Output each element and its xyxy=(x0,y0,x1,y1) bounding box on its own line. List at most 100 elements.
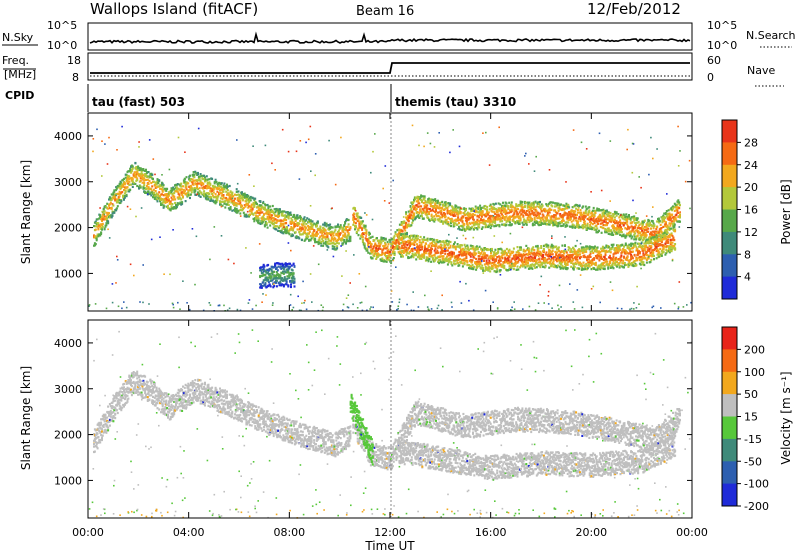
range-cell xyxy=(274,225,277,228)
range-cell xyxy=(625,234,628,237)
range-cell xyxy=(206,195,209,198)
range-cell xyxy=(213,195,216,199)
range-cell xyxy=(311,220,314,223)
range-cell xyxy=(455,259,458,262)
range-cell xyxy=(508,201,511,204)
range-cell xyxy=(677,199,680,202)
range-cell xyxy=(333,245,336,248)
range-cell xyxy=(454,214,457,217)
range-cell xyxy=(595,224,598,227)
range-cell xyxy=(187,182,190,185)
range-cell xyxy=(512,247,515,250)
range-cell xyxy=(285,229,288,232)
range-cell xyxy=(531,202,534,205)
range-cell xyxy=(165,197,168,200)
range-cell xyxy=(671,209,674,212)
range-cell xyxy=(150,194,153,197)
range-cell xyxy=(115,198,118,201)
range-cell xyxy=(425,201,428,204)
range-cell xyxy=(369,252,371,255)
range-cell xyxy=(200,174,203,178)
range-cell xyxy=(151,173,154,176)
range-cell xyxy=(415,258,418,261)
range-cell xyxy=(284,228,287,231)
range-cell xyxy=(653,231,656,234)
range-cell xyxy=(617,213,620,216)
range-cell xyxy=(629,219,632,222)
range-cell xyxy=(131,185,134,188)
range-cell xyxy=(404,235,407,238)
range-cell xyxy=(128,190,131,193)
range-cell xyxy=(671,213,674,216)
range-cell xyxy=(151,191,154,194)
range-cell xyxy=(671,220,674,223)
range-cell xyxy=(494,248,497,251)
range-cell xyxy=(256,215,259,218)
range-cell xyxy=(400,223,403,226)
range-cell xyxy=(645,225,648,228)
range-cell xyxy=(273,219,276,222)
range-cell xyxy=(281,227,284,230)
range-cell xyxy=(417,214,420,217)
range-cell xyxy=(248,200,251,203)
range-cell xyxy=(379,247,382,250)
range-cell xyxy=(677,211,680,214)
range-cell xyxy=(207,198,210,201)
range-cell xyxy=(401,229,404,232)
range-cell xyxy=(165,189,168,192)
range-cell xyxy=(420,195,423,198)
range-cell xyxy=(171,188,174,191)
range-cell xyxy=(141,181,144,184)
range-cell xyxy=(421,195,424,198)
range-cell xyxy=(462,225,465,228)
range-cell xyxy=(505,210,508,213)
range-cell xyxy=(463,223,466,226)
range-cell xyxy=(624,236,627,239)
range-cell xyxy=(245,200,248,203)
range-cell xyxy=(539,219,542,222)
range-cell xyxy=(502,201,504,204)
range-cell xyxy=(104,218,107,221)
range-cell xyxy=(206,178,209,181)
range-cell xyxy=(668,222,671,225)
range-cell xyxy=(98,217,101,220)
range-cell xyxy=(298,216,301,219)
range-cell xyxy=(371,249,374,252)
range-cell xyxy=(410,239,413,242)
range-cell xyxy=(441,216,444,219)
range-cell xyxy=(462,254,465,257)
range-cell xyxy=(250,203,253,206)
range-cell xyxy=(611,216,614,220)
range-cell xyxy=(285,211,288,214)
range-cell xyxy=(377,247,380,250)
range-cell xyxy=(253,220,256,223)
range-cell xyxy=(496,256,499,259)
range-cell xyxy=(226,183,228,186)
range-cell xyxy=(337,231,339,234)
range-cell xyxy=(610,219,613,222)
range-cell xyxy=(398,231,401,234)
range-cell xyxy=(344,221,347,224)
range-cell xyxy=(135,174,138,177)
range-cell xyxy=(518,220,521,224)
range-cell xyxy=(481,210,484,213)
range-cell xyxy=(419,208,422,211)
range-cell xyxy=(494,220,497,223)
range-cell xyxy=(588,211,591,214)
range-cell xyxy=(454,262,457,265)
range-cell xyxy=(516,265,519,268)
range-cell xyxy=(490,247,493,251)
range-cell xyxy=(296,214,299,217)
range-cell xyxy=(665,232,668,236)
range-cell xyxy=(588,218,591,221)
range-cell xyxy=(152,192,155,195)
range-cell xyxy=(651,230,654,233)
range-cell xyxy=(605,224,608,227)
range-cell xyxy=(673,209,676,212)
range-cell xyxy=(455,219,458,222)
range-cell xyxy=(134,182,137,185)
range-cell xyxy=(492,220,495,223)
range-cell xyxy=(99,216,102,219)
range-cell xyxy=(494,202,497,205)
range-cell xyxy=(236,211,239,214)
